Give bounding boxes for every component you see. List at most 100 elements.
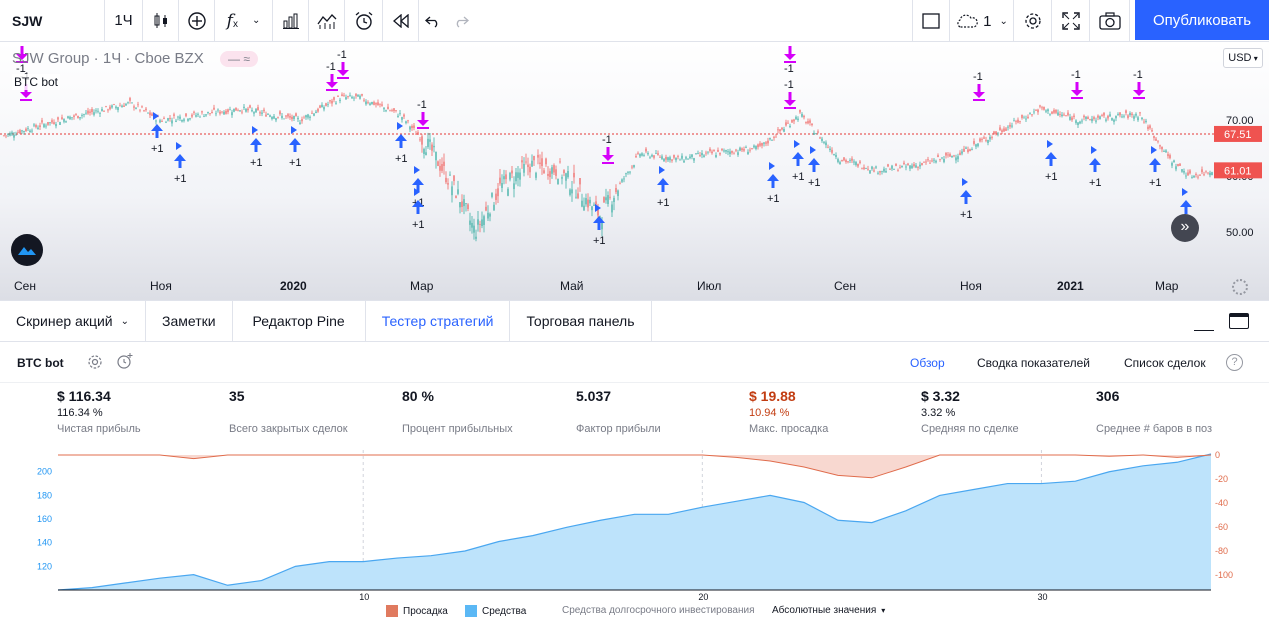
trade-label: -1 (973, 71, 983, 83)
time-axis-settings-icon[interactable] (1232, 279, 1248, 295)
candle-body (841, 159, 843, 162)
currency-select[interactable]: USD ▾ (1223, 48, 1263, 68)
candle-body (45, 125, 47, 127)
candle-body (1183, 171, 1185, 173)
buy-arrow-icon (395, 134, 407, 141)
stat-total-closed-trades: 35 Всего закрытых сделок (229, 388, 399, 435)
candle-body (273, 116, 275, 119)
equity-chart[interactable]: 10 20 30 120 140 160 180 200 0 -20 -40 -60 -80 -100 (0, 450, 1269, 600)
stat-net-profit: $ 116.34 116.34 % Чистая прибыль (57, 388, 227, 435)
candle-body (729, 151, 731, 155)
candle-body (977, 143, 979, 147)
replay-icon[interactable] (383, 0, 419, 42)
candle-body (1161, 146, 1163, 150)
tab-notes[interactable]: Заметки (146, 301, 233, 341)
candle-body (927, 159, 929, 161)
tab-overview[interactable]: Обзор (910, 355, 945, 370)
candle-body (835, 155, 837, 157)
candle-body (561, 177, 563, 179)
candle-body (473, 225, 475, 233)
candle-body (257, 107, 259, 111)
candle-body (261, 112, 263, 114)
candle-body (557, 178, 559, 185)
candle-body (1015, 121, 1017, 122)
publish-button[interactable]: Опубликовать (1135, 0, 1269, 40)
candle-body (587, 199, 589, 208)
sell-arrow-icon (1075, 82, 1079, 92)
stat-max-drawdown: $ 19.88 10.94 % Макс. просадка (749, 388, 919, 435)
help-icon[interactable]: ? (1226, 354, 1243, 371)
candle-body (865, 168, 867, 169)
price-chart[interactable]: 70.0060.0050.0067.5161.01-1-1-1-1-1-1-1-… (0, 42, 1269, 300)
stat-value: $ 19.88 (749, 388, 796, 404)
strategy-settings-gear-icon[interactable] (87, 354, 103, 375)
candle-body (963, 148, 965, 152)
candle-body (633, 165, 635, 168)
candle-body (63, 119, 65, 122)
candle-body (175, 120, 177, 122)
time-axis-label: Мар (1155, 279, 1179, 293)
value-mode-select[interactable]: Абсолютные значения ▾ (772, 605, 885, 616)
legend-equity[interactable]: Средства (465, 605, 526, 617)
compare-plus-icon[interactable] (179, 0, 215, 42)
expand-icon[interactable] (1052, 0, 1090, 42)
candle-body (979, 138, 981, 142)
candle-body (893, 168, 895, 170)
candle-body (19, 130, 21, 134)
tab-performance-summary[interactable]: Сводка показателей (977, 355, 1090, 370)
candle-body (451, 186, 453, 196)
tab-trading-panel[interactable]: Торговая панель (510, 301, 652, 341)
scroll-to-realtime-button[interactable]: » (1171, 214, 1199, 242)
candle-body (737, 152, 739, 155)
candle-body (189, 118, 191, 120)
stat-value: 35 (229, 388, 245, 404)
sell-arrow-icon (16, 54, 28, 60)
add-alert-icon[interactable] (116, 352, 134, 375)
candle-body (593, 204, 595, 206)
candle-body (1115, 115, 1117, 119)
legend-buy-hold[interactable]: Средства долгосрочного инвестирования (562, 605, 755, 616)
alert-clock-icon[interactable] (345, 0, 383, 42)
tab-strategy-tester[interactable]: Тестер стратегий (366, 301, 511, 341)
candle-body (555, 169, 557, 176)
entry-flag-icon (659, 166, 665, 174)
candle-body (479, 224, 481, 225)
tab-stock-screener[interactable]: Скринер акций ⌄ (0, 301, 146, 341)
tab-trades-list[interactable]: Список сделок (1124, 355, 1206, 370)
undo-icon[interactable] (419, 0, 447, 42)
legend-drawdown[interactable]: Просадка (386, 605, 448, 617)
candle-body (223, 111, 225, 115)
candle-body (167, 118, 169, 121)
layout-button[interactable]: 1 ⌄ (950, 0, 1014, 42)
buy-arrow-icon (593, 216, 605, 223)
candles-icon[interactable] (143, 0, 179, 42)
candle-body (247, 108, 249, 111)
templates-icon[interactable] (309, 0, 345, 42)
candle-body (1091, 118, 1093, 122)
tradingview-logo[interactable] (11, 234, 43, 266)
camera-icon[interactable] (1090, 0, 1130, 42)
candle-body (609, 196, 611, 198)
candle-body (493, 204, 495, 211)
symbol-search-button[interactable]: SJW (0, 0, 105, 42)
buy-arrow-icon (771, 180, 775, 188)
candle-body (855, 162, 857, 165)
redo-icon[interactable] (447, 0, 475, 42)
tab-pine-editor[interactable]: Редактор Pine (233, 301, 366, 341)
maximize-panel-icon[interactable] (1229, 313, 1249, 329)
candle-body (1133, 116, 1135, 119)
interval-button[interactable]: 1Ч (105, 0, 143, 42)
candle-body (383, 107, 385, 110)
candle-body (245, 108, 247, 112)
financials-icon[interactable] (273, 0, 309, 42)
gear-icon[interactable] (1014, 0, 1052, 42)
candle-body (325, 103, 327, 106)
candle-body (5, 135, 7, 137)
legend-toggle[interactable]: — ≈ (220, 51, 258, 67)
minimize-panel-icon[interactable] (1194, 315, 1214, 331)
fullscreen-layout-icon[interactable] (912, 0, 950, 42)
candle-body (289, 116, 291, 118)
time-axis-label: 2020 (280, 279, 307, 293)
buy-arrow-icon (1045, 152, 1057, 159)
